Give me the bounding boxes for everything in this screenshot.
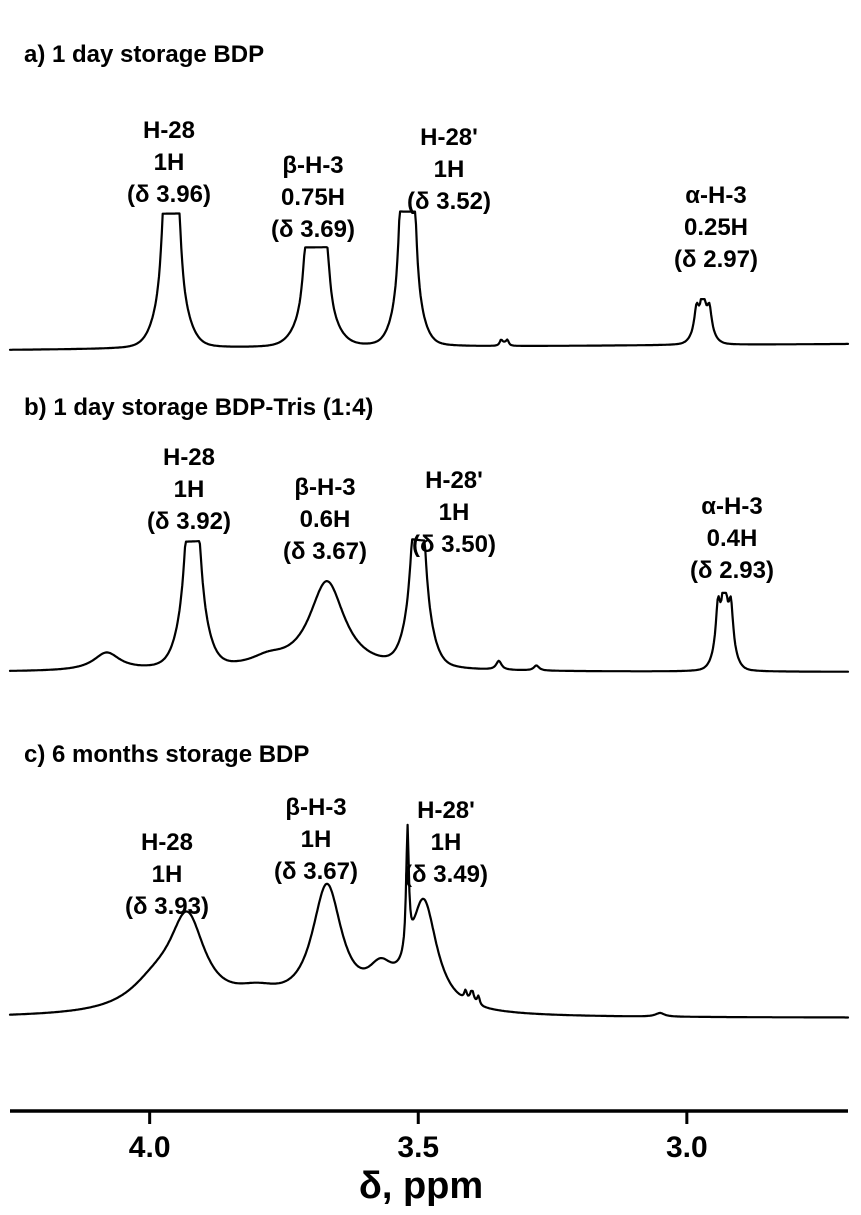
peak-label-line: (δ 2.93) (690, 557, 774, 584)
spectrum-panel: c) 6 months storage BDP H-28 1H (δ 3.93) β-H… (8, 741, 850, 1019)
peak-label: H-28' 1H (δ 3.50) (412, 467, 496, 558)
panel-title: b) 1 day storage BDP-Tris (1:4) (24, 394, 373, 421)
peak-label-line: (δ 3.92) (147, 508, 231, 535)
peak-label-line: β-H-3 (285, 794, 346, 821)
peak-label-line: 0.75H (281, 184, 345, 211)
peak-label-line: (δ 3.49) (404, 861, 488, 888)
spectrum-panel: b) 1 day storage BDP-Tris (1:4) H-28 1H (δ … (8, 394, 850, 673)
peak-label-line: (δ 3.67) (274, 858, 358, 885)
spectrum-trace (8, 823, 850, 1019)
peak-label-line: 1H (431, 829, 462, 856)
peak-label-line: H-28' (417, 797, 475, 824)
peak-label-line: (δ 3.69) (271, 216, 355, 243)
peak-label-line: H-28' (420, 124, 478, 151)
peak-label-line: H-28 (141, 829, 193, 856)
peak-label-line: 1H (152, 861, 183, 888)
peak-label: H-28' 1H (δ 3.52) (407, 124, 491, 215)
peak-label-line: 1H (434, 156, 465, 183)
peak-label: α-H-3 0.4H (δ 2.93) (690, 493, 774, 584)
peak-label-line: 0.25H (684, 214, 748, 241)
peak-label-line: 1H (174, 476, 205, 503)
peak-label-line: (δ 3.52) (407, 188, 491, 215)
peak-label: β-H-3 0.75H (δ 3.69) (271, 152, 355, 243)
peak-label-line: H-28' (425, 467, 483, 494)
x-tick-label: 4.0 (129, 1131, 171, 1164)
spectrum-trace (8, 538, 850, 673)
peak-label: H-28 1H (δ 3.96) (127, 117, 211, 208)
peak-label-line: H-28 (163, 444, 215, 471)
peak-label: H-28 1H (δ 3.93) (125, 829, 209, 920)
peak-label-line: (δ 3.93) (125, 893, 209, 920)
spectrum-trace (8, 210, 850, 351)
x-axis-label: δ, ppm (359, 1165, 483, 1207)
x-axis-ticks: 4.0 3.5 3.0 (129, 1111, 708, 1164)
peak-label-line: 0.4H (707, 525, 758, 552)
panel-title: c) 6 months storage BDP (24, 741, 309, 768)
peak-label-line: (δ 3.96) (127, 181, 211, 208)
peak-label-line: (δ 2.97) (674, 246, 758, 273)
peak-label: α-H-3 0.25H (δ 2.97) (674, 182, 758, 273)
peak-label-line: 1H (154, 149, 185, 176)
peak-label-line: 1H (439, 499, 470, 526)
peak-label-line: H-28 (143, 117, 195, 144)
peak-label-line: (δ 3.50) (412, 531, 496, 558)
x-tick-label: 3.5 (397, 1131, 439, 1164)
spectra-panels: a) 1 day storage BDP H-28 1H (δ 3.96) β-H-3 0… (8, 41, 850, 1019)
peak-label: H-28 1H (δ 3.92) (147, 444, 231, 535)
peak-label-line: α-H-3 (685, 182, 746, 209)
peak-label-line: β-H-3 (294, 474, 355, 501)
peak-label-line: (δ 3.67) (283, 538, 367, 565)
x-axis: 4.0 3.5 3.0 δ, ppm (10, 1109, 848, 1207)
panel-title: a) 1 day storage BDP (24, 41, 264, 68)
peak-label: H-28' 1H (δ 3.49) (404, 797, 488, 888)
x-tick-label: 3.0 (666, 1131, 708, 1164)
spectrum-panel: a) 1 day storage BDP H-28 1H (δ 3.96) β-H-3 0… (8, 41, 850, 351)
peak-label-line: β-H-3 (282, 152, 343, 179)
peak-label-line: 1H (301, 826, 332, 853)
peak-label-line: 0.6H (300, 506, 351, 533)
peak-label: β-H-3 1H (δ 3.67) (274, 794, 358, 885)
peak-label-line: α-H-3 (701, 493, 762, 520)
peak-label: β-H-3 0.6H (δ 3.67) (283, 474, 367, 565)
